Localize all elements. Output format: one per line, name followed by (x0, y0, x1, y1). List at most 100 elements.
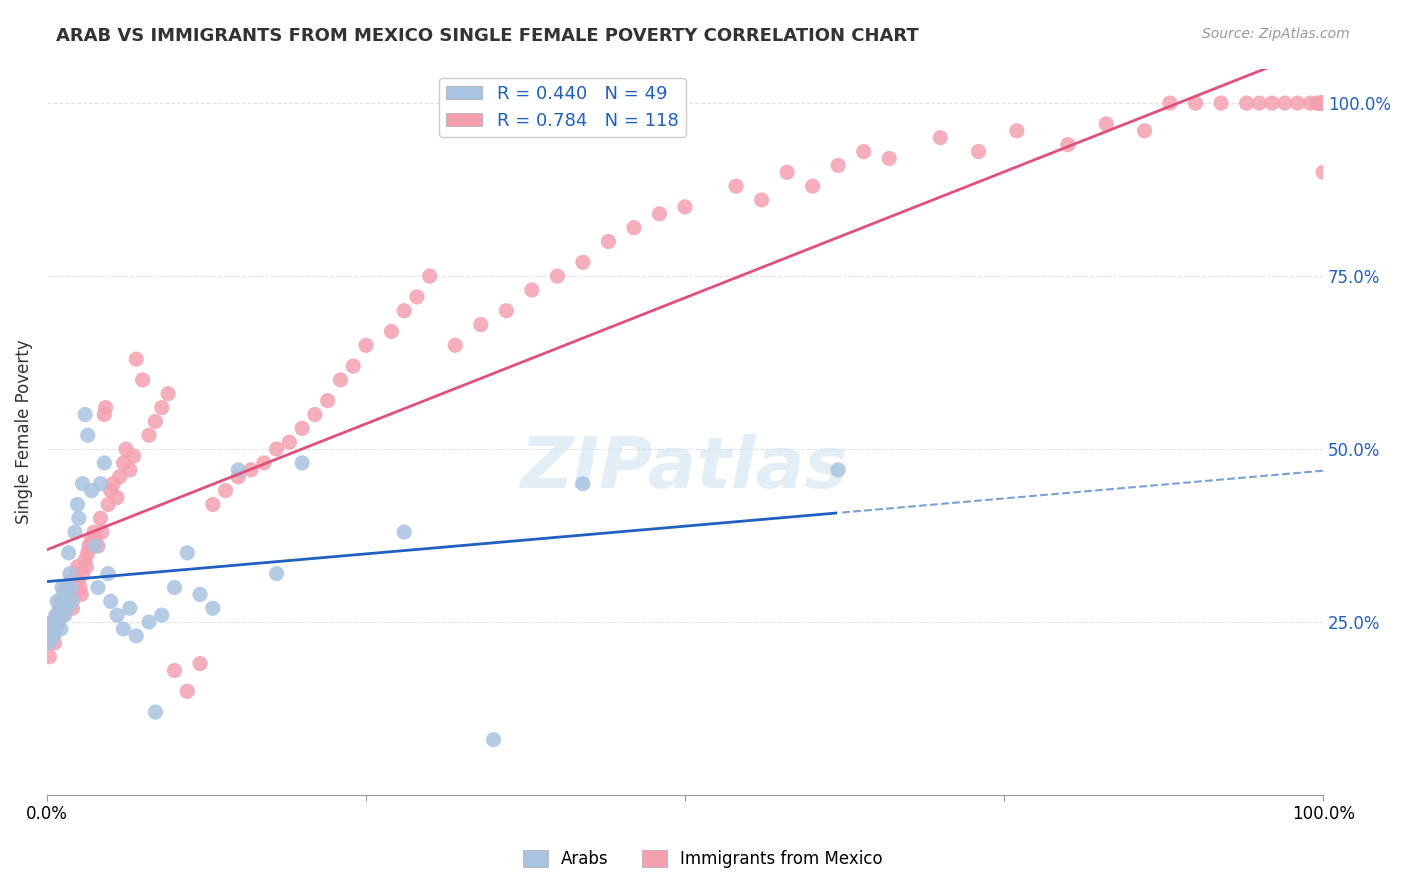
Point (1312, 96, 1334, 111)
Point (46, 608, 69, 623)
Point (75, 408, 97, 422)
Point (598, 235, 620, 249)
Point (65, 566, 87, 581)
Point (82, 539, 104, 553)
Point (342, 359, 364, 373)
Point (62, 601, 84, 615)
Point (97, 498, 120, 512)
Point (84, 532, 107, 546)
Point (201, 498, 224, 512)
Point (84, 539, 107, 553)
Point (1312, 96, 1334, 111)
Point (125, 629, 148, 643)
Point (228, 469, 250, 483)
Point (60, 581, 83, 595)
Point (394, 525, 416, 540)
Point (801, 179, 824, 194)
Point (44, 622, 66, 636)
Point (1057, 137, 1080, 152)
Point (278, 435, 301, 450)
Point (188, 587, 211, 601)
Point (1312, 96, 1334, 111)
Point (852, 145, 875, 159)
Point (157, 386, 180, 401)
Point (46, 594, 69, 608)
Point (48, 601, 70, 615)
Point (105, 491, 128, 505)
Point (118, 463, 141, 477)
Point (42, 629, 65, 643)
Point (1095, 117, 1118, 131)
Point (1312, 165, 1334, 179)
Point (572, 255, 595, 269)
Point (380, 325, 402, 339)
Point (58, 546, 80, 560)
Point (69, 581, 91, 595)
Point (56, 587, 79, 601)
Point (80, 532, 103, 546)
Point (1261, 96, 1284, 111)
Point (1274, 96, 1296, 111)
Point (316, 393, 339, 408)
Point (1249, 96, 1271, 111)
Point (125, 352, 148, 367)
Point (150, 608, 173, 623)
Point (112, 622, 135, 636)
Point (520, 283, 543, 297)
Point (93, 408, 115, 422)
Point (444, 338, 467, 352)
Point (1005, 124, 1028, 138)
Point (38, 649, 60, 664)
Point (115, 442, 138, 456)
Point (83, 525, 105, 540)
Point (1310, 96, 1333, 111)
Point (76, 546, 98, 560)
Point (495, 303, 517, 318)
Point (67, 574, 90, 588)
Point (63, 525, 86, 540)
Point (66, 498, 89, 512)
Point (75, 553, 97, 567)
Point (100, 594, 122, 608)
Point (176, 546, 198, 560)
Point (62, 594, 84, 608)
Point (105, 608, 128, 623)
Text: ARAB VS IMMIGRANTS FROM MEXICO SINGLE FEMALE POVERTY CORRELATION CHART: ARAB VS IMMIGRANTS FROM MEXICO SINGLE FE… (56, 27, 920, 45)
Point (266, 442, 288, 456)
Point (53, 608, 76, 623)
Point (90, 525, 112, 540)
Point (929, 130, 952, 145)
Point (48, 615, 70, 629)
Point (48, 601, 70, 615)
Point (827, 463, 849, 477)
Point (394, 303, 416, 318)
Point (725, 179, 748, 194)
Point (304, 408, 326, 422)
Point (214, 483, 236, 498)
Point (97, 566, 120, 581)
Point (53, 594, 76, 608)
Point (419, 269, 441, 284)
Point (240, 463, 263, 477)
Point (1299, 96, 1322, 111)
Point (201, 601, 224, 615)
Point (75, 559, 97, 574)
Point (967, 145, 990, 159)
Y-axis label: Single Female Poverty: Single Female Poverty (15, 340, 32, 524)
Point (1306, 96, 1329, 111)
Point (76, 428, 98, 442)
Point (1309, 96, 1331, 111)
Point (145, 705, 167, 719)
Point (266, 566, 288, 581)
Point (673, 200, 696, 214)
Point (52, 601, 75, 615)
Point (1184, 96, 1206, 111)
Point (1309, 96, 1331, 111)
Point (1159, 96, 1181, 111)
Point (406, 290, 429, 304)
Point (87, 581, 110, 595)
Point (89, 511, 111, 525)
Point (329, 373, 352, 387)
Legend: R = 0.440   N = 49, R = 0.784   N = 118: R = 0.440 N = 49, R = 0.784 N = 118 (439, 78, 686, 137)
Point (39, 622, 62, 636)
